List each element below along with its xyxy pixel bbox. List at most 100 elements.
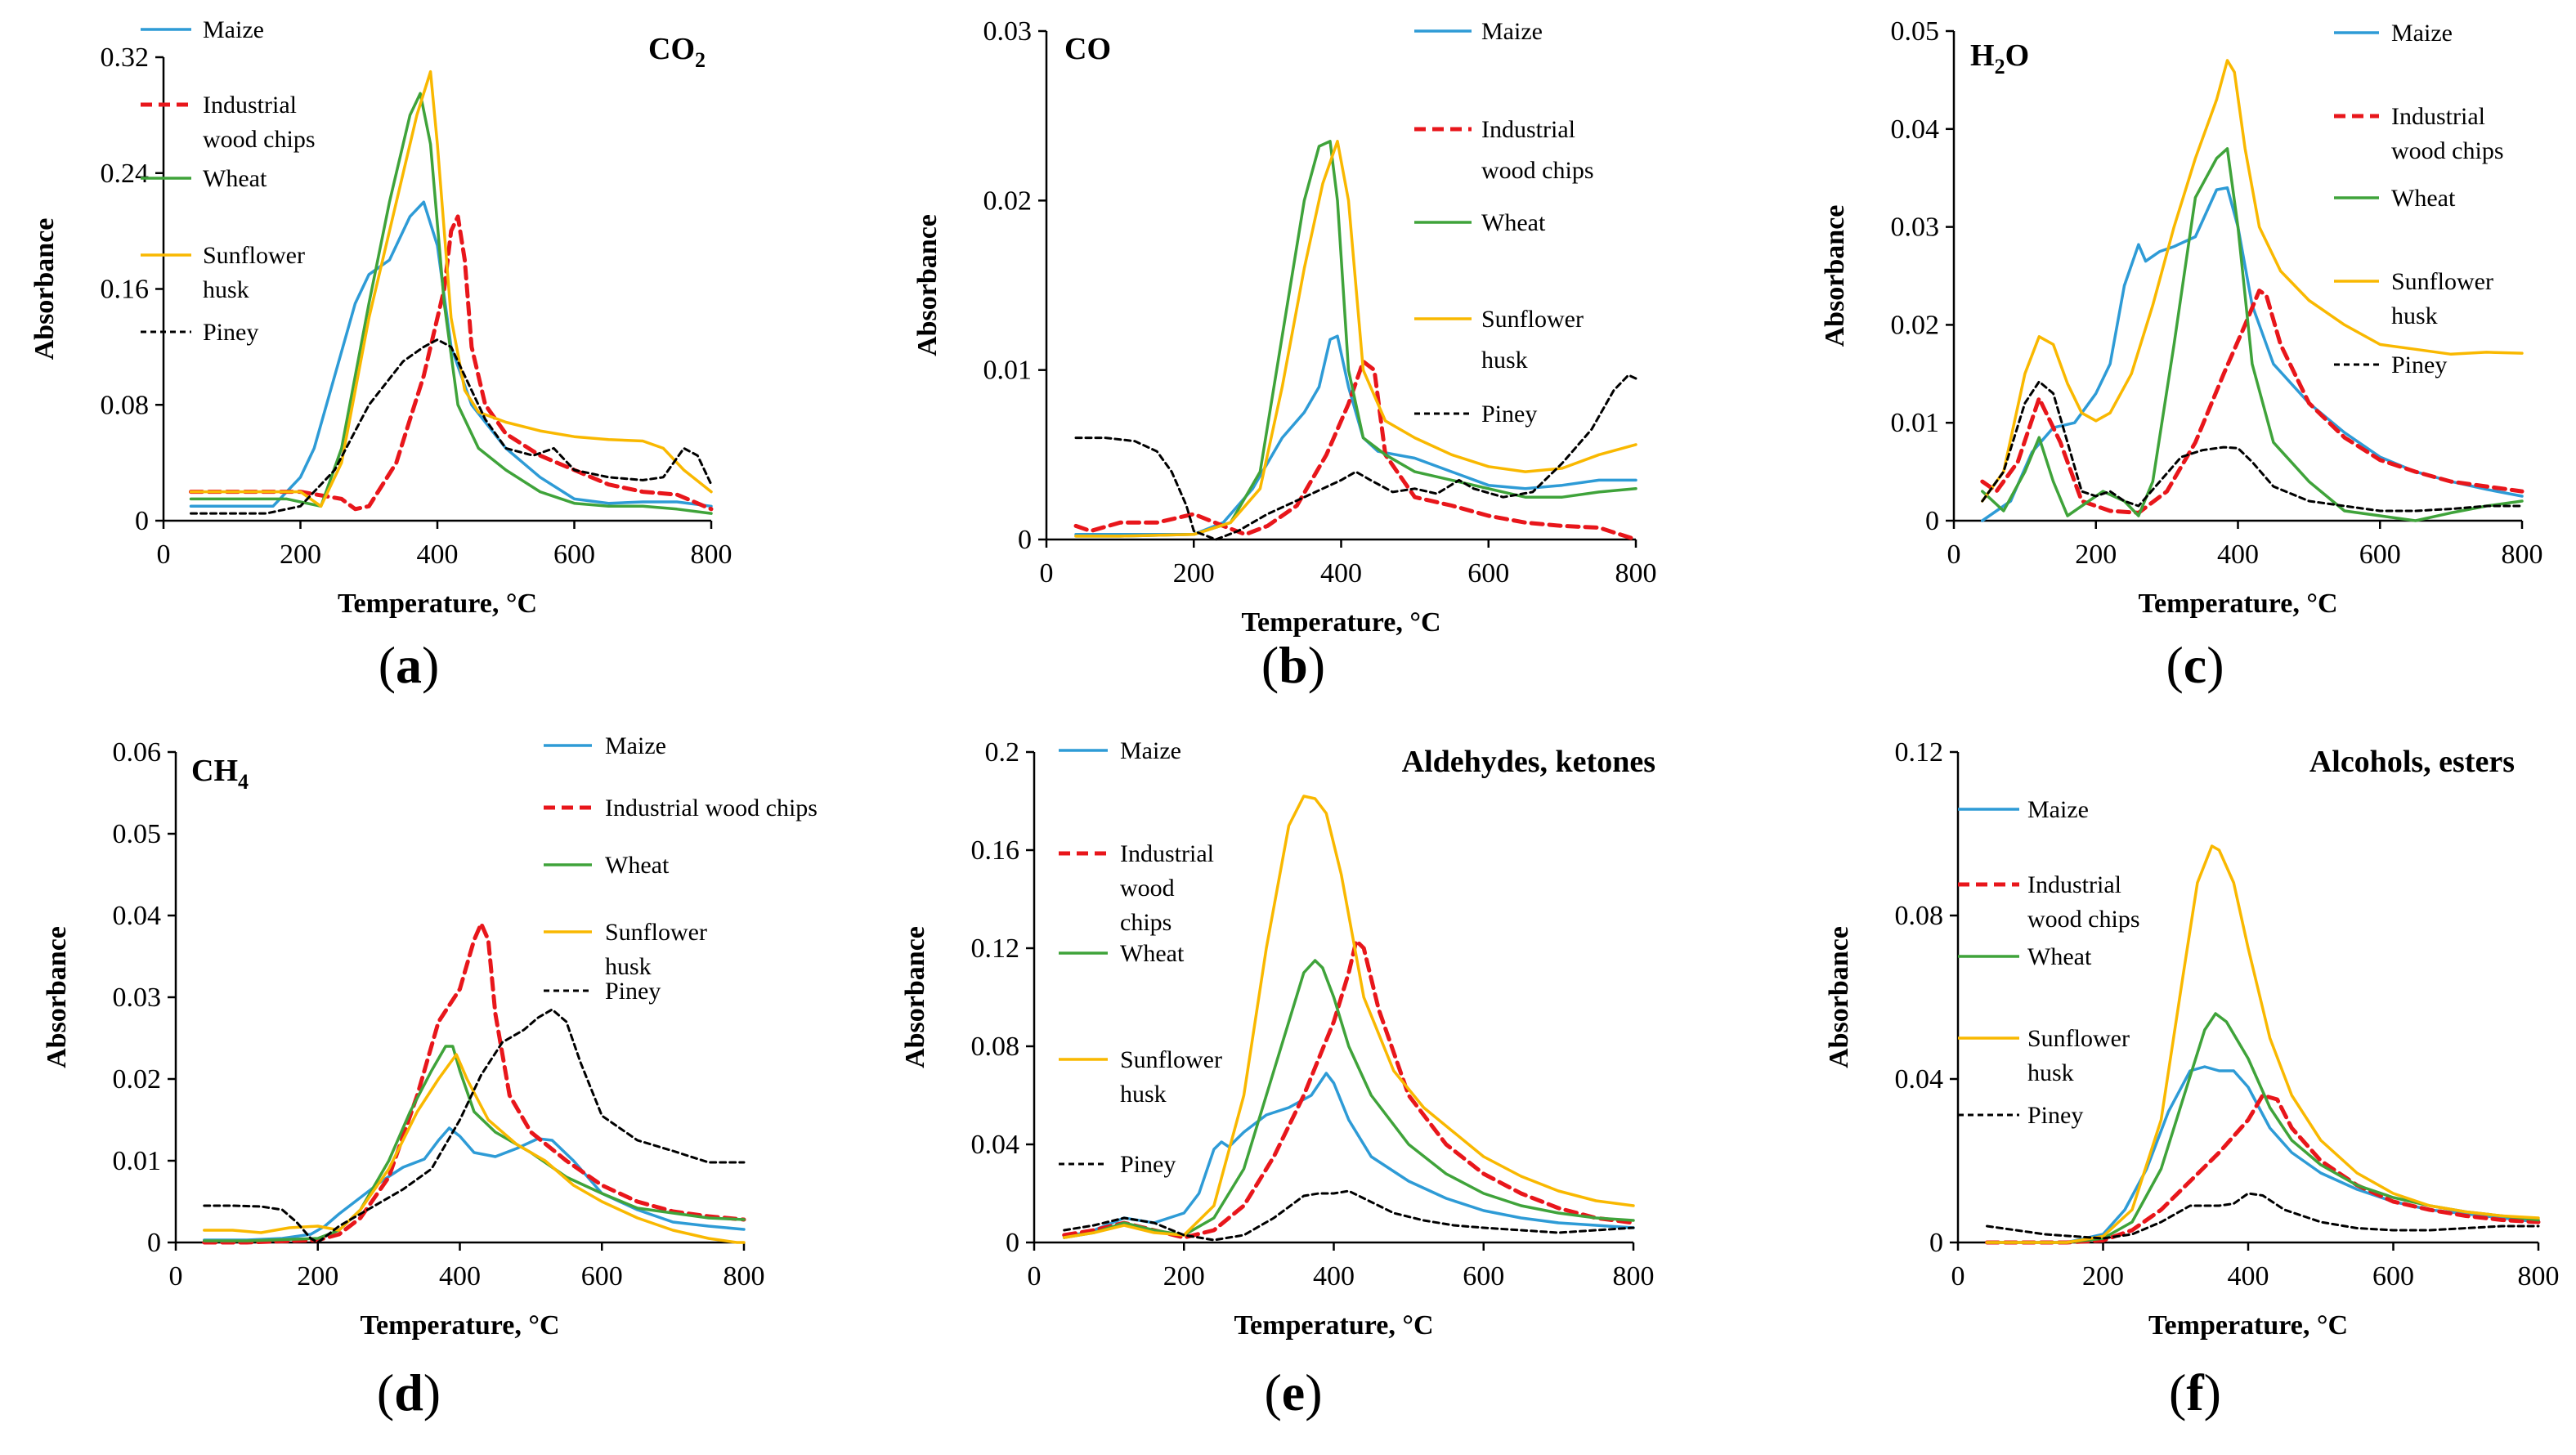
series-line-maize — [1985, 1065, 2540, 1244]
series-line-sunflower-husk — [1985, 844, 2540, 1244]
chart-panel-f: 0 0.04 0.08 0.12 0 200 400 600 800 Temperature, °… — [1824, 737, 2560, 1421]
series-line-maize — [1074, 334, 1637, 536]
legend-label: husk — [1481, 347, 1528, 374]
y-axis-title: Absorbance — [42, 926, 72, 1068]
series-line-industrial-wood-chips — [189, 214, 714, 512]
series-line-industrial-wood-chips — [1980, 289, 2524, 515]
legend-label: Wheat — [2027, 943, 2092, 970]
chart-title: Alcohols, esters — [2309, 745, 2515, 779]
legend-label: Sunflower — [2391, 268, 2493, 295]
y-tick-label: 0.06 — [113, 737, 162, 768]
legend-label: wood chips — [2027, 906, 2140, 933]
legend-label: Industrial — [2027, 871, 2121, 898]
legend-label: Wheat — [605, 852, 670, 879]
y-tick-label: 0.16 — [101, 275, 150, 305]
x-tick-label: 0 — [169, 1261, 183, 1292]
legend-label: wood chips — [1481, 157, 1594, 184]
y-tick-label: 0 — [1018, 525, 1032, 555]
x-tick-label: 800 — [2518, 1261, 2560, 1292]
panel-label: (c) — [2166, 636, 2224, 694]
y-tick-label: 0 — [1006, 1228, 1019, 1258]
legend-label: Industrial — [1120, 840, 1214, 867]
series-line-industrial-wood-chips — [1985, 1093, 2541, 1245]
chart-title: CO — [1064, 32, 1111, 66]
x-axis-title: Temperature, °C — [1234, 1310, 1433, 1341]
legend-label: Industrial — [203, 92, 297, 119]
x-axis-title: Temperature, °C — [2138, 589, 2337, 619]
series-line-maize — [203, 1126, 746, 1242]
x-tick-label: 600 — [1467, 558, 1509, 589]
x-tick-label: 800 — [1613, 1261, 1655, 1292]
y-tick-label: 0 — [1929, 1228, 1943, 1258]
legend-label: husk — [605, 953, 652, 980]
y-tick-label: 0.24 — [101, 159, 150, 189]
x-tick-label: 800 — [2502, 539, 2543, 570]
series-line-piney — [203, 1008, 746, 1244]
x-tick-label: 400 — [439, 1261, 481, 1292]
y-tick-label: 0.04 — [113, 901, 162, 931]
legend-label: Industrial wood chips — [605, 795, 818, 822]
legend-label: Industrial — [2391, 103, 2485, 130]
x-tick-label: 400 — [1313, 1261, 1355, 1292]
x-axis-title: Temperature, °C — [338, 589, 537, 619]
legend-label: Wheat — [1120, 940, 1185, 967]
panel-label: (f) — [2169, 1363, 2221, 1421]
legend-label: Wheat — [1481, 209, 1546, 236]
x-tick-label: 800 — [724, 1261, 765, 1292]
y-tick-label: 0.02 — [1891, 310, 1940, 340]
legend-label: Sunflower — [605, 919, 707, 946]
legend-label: Sunflower — [2027, 1025, 2130, 1052]
legend-label: Sunflower — [1120, 1046, 1222, 1073]
x-tick-label: 200 — [1173, 558, 1215, 589]
chart-panel-d: 0 0.01 0.02 0.03 0.04 0.05 0.06 0 200 400 600 800 Te… — [42, 732, 818, 1421]
y-tick-label: 0.12 — [971, 933, 1020, 964]
y-tick-label: 0.02 — [983, 186, 1033, 216]
x-tick-label: 400 — [2217, 539, 2259, 570]
chart-title: CH4 — [191, 754, 249, 794]
series-line-piney — [1063, 1189, 1635, 1242]
x-tick-label: 400 — [2228, 1261, 2269, 1292]
y-tick-label: 0 — [147, 1228, 161, 1258]
x-tick-label: 200 — [2075, 539, 2117, 570]
y-axis-title: Absorbance — [900, 926, 930, 1068]
series-line-piney — [1981, 380, 2524, 513]
y-tick-label: 0.01 — [113, 1146, 162, 1176]
y-tick-label: 0.03 — [113, 983, 162, 1013]
legend-label: Sunflower — [203, 242, 305, 269]
legend-label: Maize — [203, 16, 264, 43]
series-line-maize — [1981, 186, 2524, 522]
legend-label: husk — [1120, 1081, 1167, 1108]
chart-panel-c: 0 0.01 0.02 0.03 0.04 0.05 0 200 400 600 800 Temper… — [1820, 16, 2543, 694]
x-tick-label: 200 — [280, 539, 321, 570]
x-tick-label: 800 — [691, 539, 732, 570]
legend-label: Maize — [2027, 796, 2089, 823]
y-tick-label: 0 — [1925, 506, 1939, 536]
series-line-sunflower-husk — [1074, 140, 1637, 538]
y-tick-label: 0.01 — [1891, 408, 1940, 438]
y-tick-label: 0.03 — [1891, 213, 1940, 243]
y-tick-label: 0.08 — [1895, 901, 1944, 931]
series-line-sunflower-husk — [1062, 795, 1635, 1239]
x-tick-label: 600 — [2359, 539, 2401, 570]
chart-panel-a: 0 0.08 0.16 0.24 0.32 0 200 400 600 800 Temperatur… — [29, 16, 732, 694]
series-line-wheat — [1981, 147, 2524, 522]
x-tick-label: 200 — [2082, 1261, 2124, 1292]
y-tick-label: 0.05 — [1891, 16, 1940, 47]
legend-label: Sunflower — [1481, 306, 1584, 333]
y-tick-label: 0.2 — [985, 737, 1020, 768]
y-tick-label: 0.04 — [971, 1130, 1020, 1160]
chart-title: Aldehydes, ketones — [1402, 745, 1655, 779]
y-tick-label: 0.05 — [113, 819, 162, 849]
x-tick-label: 0 — [1028, 1261, 1042, 1292]
x-tick-label: 400 — [1320, 558, 1362, 589]
y-tick-label: 0.08 — [101, 390, 150, 420]
x-tick-label: 200 — [1163, 1261, 1205, 1292]
y-tick-label: 0.08 — [971, 1032, 1020, 1062]
legend-label: wood chips — [203, 126, 316, 153]
legend-label: husk — [2027, 1059, 2074, 1086]
x-tick-label: 800 — [1615, 558, 1657, 589]
panel-label: (b) — [1261, 636, 1325, 694]
legend-label: Maize — [605, 732, 666, 759]
legend-label: Maize — [2391, 20, 2453, 47]
x-tick-label: 0 — [1947, 539, 1961, 570]
